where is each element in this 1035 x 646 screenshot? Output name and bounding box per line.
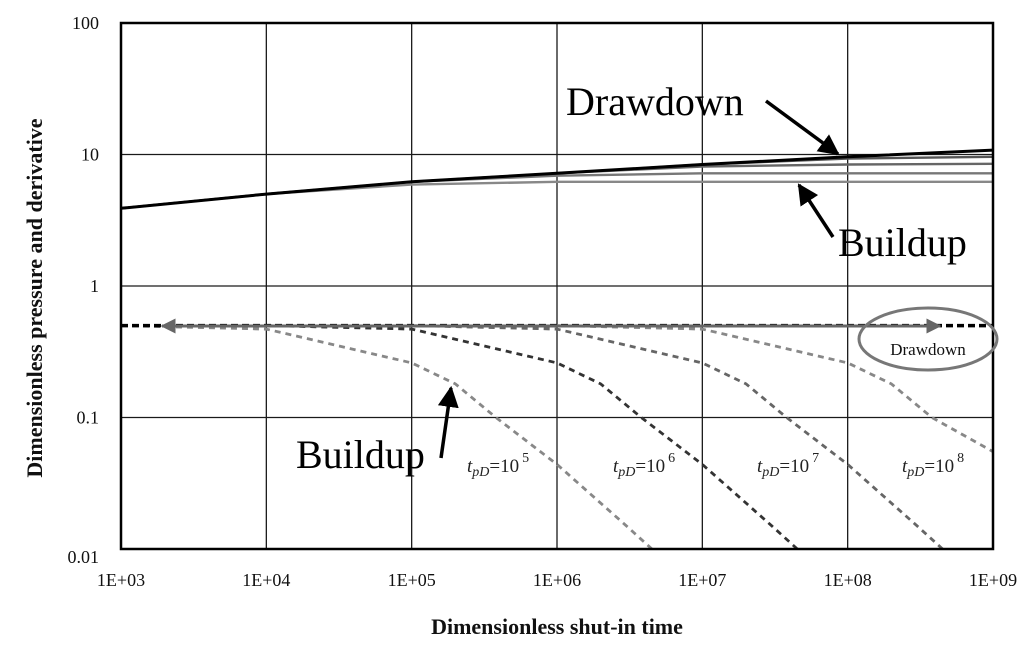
x-tick-label: 1E+08: [824, 570, 872, 590]
x-tick-label: 1E+07: [678, 570, 726, 590]
y-tick-label: 10: [81, 145, 99, 165]
arrow-buildup-pressure: [797, 183, 835, 238]
x-tick-label: 1E+06: [533, 570, 581, 590]
grid-lines: [120, 22, 994, 550]
y-tick-label: 0.01: [68, 547, 100, 567]
x-axis-title: Dimensionless shut-in time: [431, 614, 683, 639]
annotation-buildup-derivative: Buildup: [296, 432, 425, 477]
arrow-buildup-derivative: [437, 385, 459, 459]
plot-frame: [119, 21, 995, 551]
annotation-buildup-pressure: Buildup: [838, 220, 967, 265]
y-tick-label: 100: [72, 13, 99, 33]
tpd-label: tpD=10 5: [467, 451, 529, 480]
x-tick-label: 1E+03: [97, 570, 145, 590]
x-tick-labels: 1E+03 1E+04 1E+05 1E+06 1E+07 1E+08 1E+09: [97, 570, 1017, 590]
drawdown-derivative-ellipse: [857, 306, 999, 372]
y-axis-title: Dimensionless pressure and derivative: [22, 118, 47, 477]
tpd-label: tpD=10 8: [902, 451, 964, 480]
x-tick-label: 1E+05: [388, 570, 436, 590]
y-tick-label: 0.1: [77, 408, 100, 428]
x-tick-label: 1E+09: [969, 570, 1017, 590]
series-line: [120, 324, 653, 551]
series-line: [411, 324, 944, 551]
tpd-labels: tpD=10 5 tpD=10 6 tpD=10 7 tpD=10 8: [467, 451, 964, 480]
x-tick-label: 1E+04: [242, 570, 290, 590]
y-tick-label: 1: [90, 276, 99, 296]
series-line: [556, 324, 994, 453]
annotation-drawdown-derivative: Drawdown: [890, 340, 966, 359]
series-line: [266, 324, 799, 551]
series-line: [120, 148, 994, 210]
tpd-label: tpD=10 7: [757, 451, 819, 480]
tpd-label: tpD=10 6: [613, 451, 675, 480]
annotation-drawdown-pressure: Drawdown: [566, 79, 744, 124]
y-tick-labels: 100 10 1 0.1 0.01: [68, 13, 100, 567]
arrow-drawdown-pressure: [764, 99, 840, 156]
